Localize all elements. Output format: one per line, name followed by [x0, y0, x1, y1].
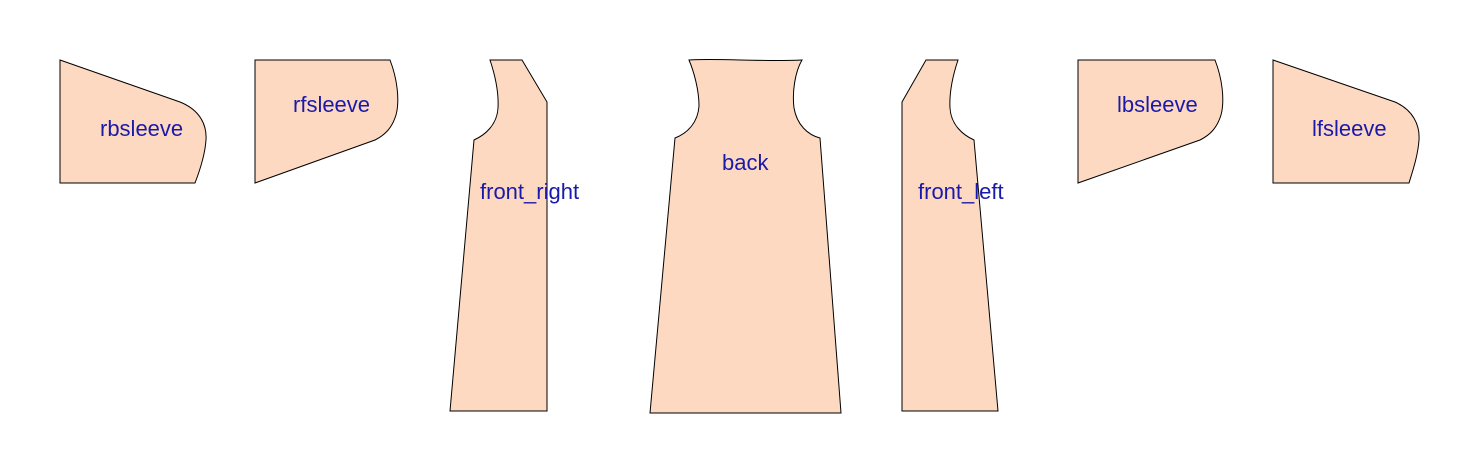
piece-lbsleeve[interactable]: lbsleeve: [1077, 59, 1224, 184]
piece-lbsleeve-label: lbsleeve: [1117, 92, 1198, 117]
piece-back[interactable]: back: [649, 58, 842, 414]
piece-rbsleeve-shape: [59, 59, 207, 184]
piece-front-left[interactable]: front_left: [901, 59, 1004, 412]
piece-rfsleeve-label: rfsleeve: [293, 92, 370, 117]
piece-rfsleeve[interactable]: rfsleeve: [254, 59, 399, 184]
piece-lfsleeve[interactable]: lfsleeve: [1272, 59, 1420, 184]
piece-back-shape: [649, 58, 842, 414]
piece-front-right-shape: [449, 59, 548, 412]
piece-lbsleeve-shape: [1077, 59, 1224, 184]
piece-front-right-label: front_right: [480, 179, 579, 204]
piece-rfsleeve-shape: [254, 59, 399, 184]
piece-lfsleeve-label: lfsleeve: [1312, 116, 1387, 141]
piece-rbsleeve-label: rbsleeve: [100, 116, 183, 141]
piece-front-left-label: front_left: [918, 179, 1004, 204]
piece-back-label: back: [722, 150, 769, 175]
piece-front-left-shape: [901, 59, 999, 412]
piece-rbsleeve[interactable]: rbsleeve: [59, 59, 207, 184]
piece-front-right[interactable]: front_right: [449, 59, 579, 412]
piece-lfsleeve-shape: [1272, 59, 1420, 184]
